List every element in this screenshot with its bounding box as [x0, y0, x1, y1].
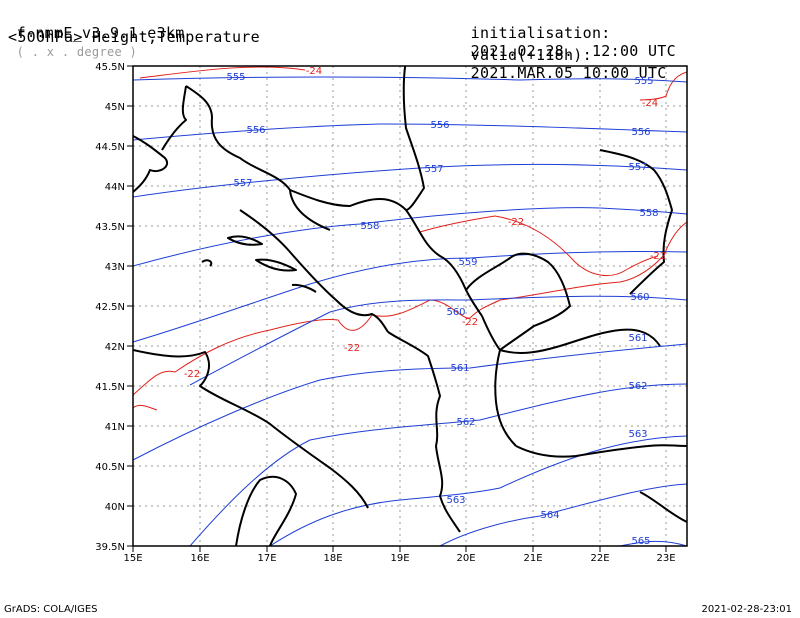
contour-label: -22	[344, 343, 360, 354]
contour-label: -24	[306, 66, 322, 77]
contour-label: 556	[246, 125, 265, 136]
contour-label: 558	[639, 208, 658, 219]
lon-tick-label: 18E	[323, 553, 342, 564]
tick-marks	[127, 65, 667, 552]
height-labels: 555 555 556 556 556 557 557 557 558 558 …	[226, 72, 658, 547]
contour-label: -22	[508, 217, 524, 228]
lat-tick-label: 43N	[105, 262, 125, 273]
contour-label: 565	[631, 536, 650, 547]
init-time: initialisation: 2021.02.28. 12:00 UTC	[452, 6, 676, 60]
lat-tick-label: 41.5N	[95, 382, 125, 393]
contour-label: 556	[430, 120, 449, 131]
lon-tick-label: 21E	[523, 553, 542, 564]
init-value: 2021.02.28. 12:00 UTC	[470, 42, 676, 60]
contour-label: 563	[446, 495, 465, 506]
lon-tick-label: 19E	[390, 553, 409, 564]
contour-label: 561	[628, 333, 647, 344]
contour-label: -22	[650, 251, 666, 262]
lon-tick-label: 16E	[190, 553, 209, 564]
contour-label: 560	[446, 307, 465, 318]
contour-label: -24	[642, 98, 658, 109]
init-label: initialisation:	[470, 24, 611, 42]
contour-label: 555	[226, 72, 245, 83]
contour-label: -22	[462, 317, 478, 328]
contour-label: 558	[360, 221, 379, 232]
valid-time: valid(+118h): 2021.MAR.05 10:00 UTC	[452, 28, 667, 82]
lat-tick-label: 42.5N	[95, 302, 125, 313]
lat-tick-label: 40N	[105, 502, 125, 513]
lon-tick-label: 23E	[656, 553, 675, 564]
contour-label: -22	[184, 369, 200, 380]
model-title: f-nmmE_v3.9.1-e3km ( . x . degree )	[0, 6, 185, 60]
model-name: f-nmmE_v3.9.1-e3km	[16, 24, 185, 42]
contour-label: 562	[456, 417, 475, 428]
valid-value: 2021.MAR.05 10:00 UTC	[470, 64, 667, 82]
lat-tick-label: 42N	[105, 342, 125, 353]
lon-labels: 15E 16E 17E 18E 19E 20E 21E 22E 23E	[123, 553, 675, 564]
contour-label: 557	[628, 162, 647, 173]
lon-tick-label: 15E	[123, 553, 142, 564]
lat-tick-label: 44N	[105, 182, 125, 193]
temperature-contours	[133, 66, 687, 411]
lat-tick-label: 40.5N	[95, 462, 125, 473]
coastlines-borders	[133, 66, 687, 546]
lat-tick-label: 41N	[105, 422, 125, 433]
projection-note: ( . x . degree )	[16, 45, 138, 59]
contour-label: 557	[233, 178, 252, 189]
grads-credit: GrADS: COLA/IGES	[4, 604, 98, 615]
lat-tick-label: 44.5N	[95, 142, 125, 153]
contour-label: 564	[540, 510, 559, 521]
lon-tick-label: 20E	[456, 553, 475, 564]
lat-tick-label: 43.5N	[95, 222, 125, 233]
contour-label: 563	[628, 429, 647, 440]
lon-tick-label: 17E	[257, 553, 276, 564]
contour-label: 555	[634, 76, 653, 87]
temperature-labels: -24 -24 -22 -22 -22 -22 -22	[184, 66, 666, 380]
contour-label: 562	[628, 381, 647, 392]
lat-labels: 45.5N 45N 44.5N 44N 43.5N 43N 42.5N 42N …	[95, 62, 125, 553]
field-title: <500hPa> Height,Temperature	[8, 28, 260, 46]
lat-tick-label: 45N	[105, 102, 125, 113]
contour-label: 560	[630, 292, 649, 303]
contour-label: 556	[631, 127, 650, 138]
height-contours	[133, 76, 687, 546]
contour-label: 559	[458, 257, 477, 268]
valid-label: valid(+118h):	[470, 46, 592, 64]
lat-tick-label: 45.5N	[95, 62, 125, 73]
lat-tick-label: 39.5N	[95, 542, 125, 553]
render-timestamp: 2021-02-28-23:01	[701, 604, 792, 615]
contour-label: 561	[450, 363, 469, 374]
contour-label: 557	[424, 164, 443, 175]
lon-tick-label: 22E	[590, 553, 609, 564]
